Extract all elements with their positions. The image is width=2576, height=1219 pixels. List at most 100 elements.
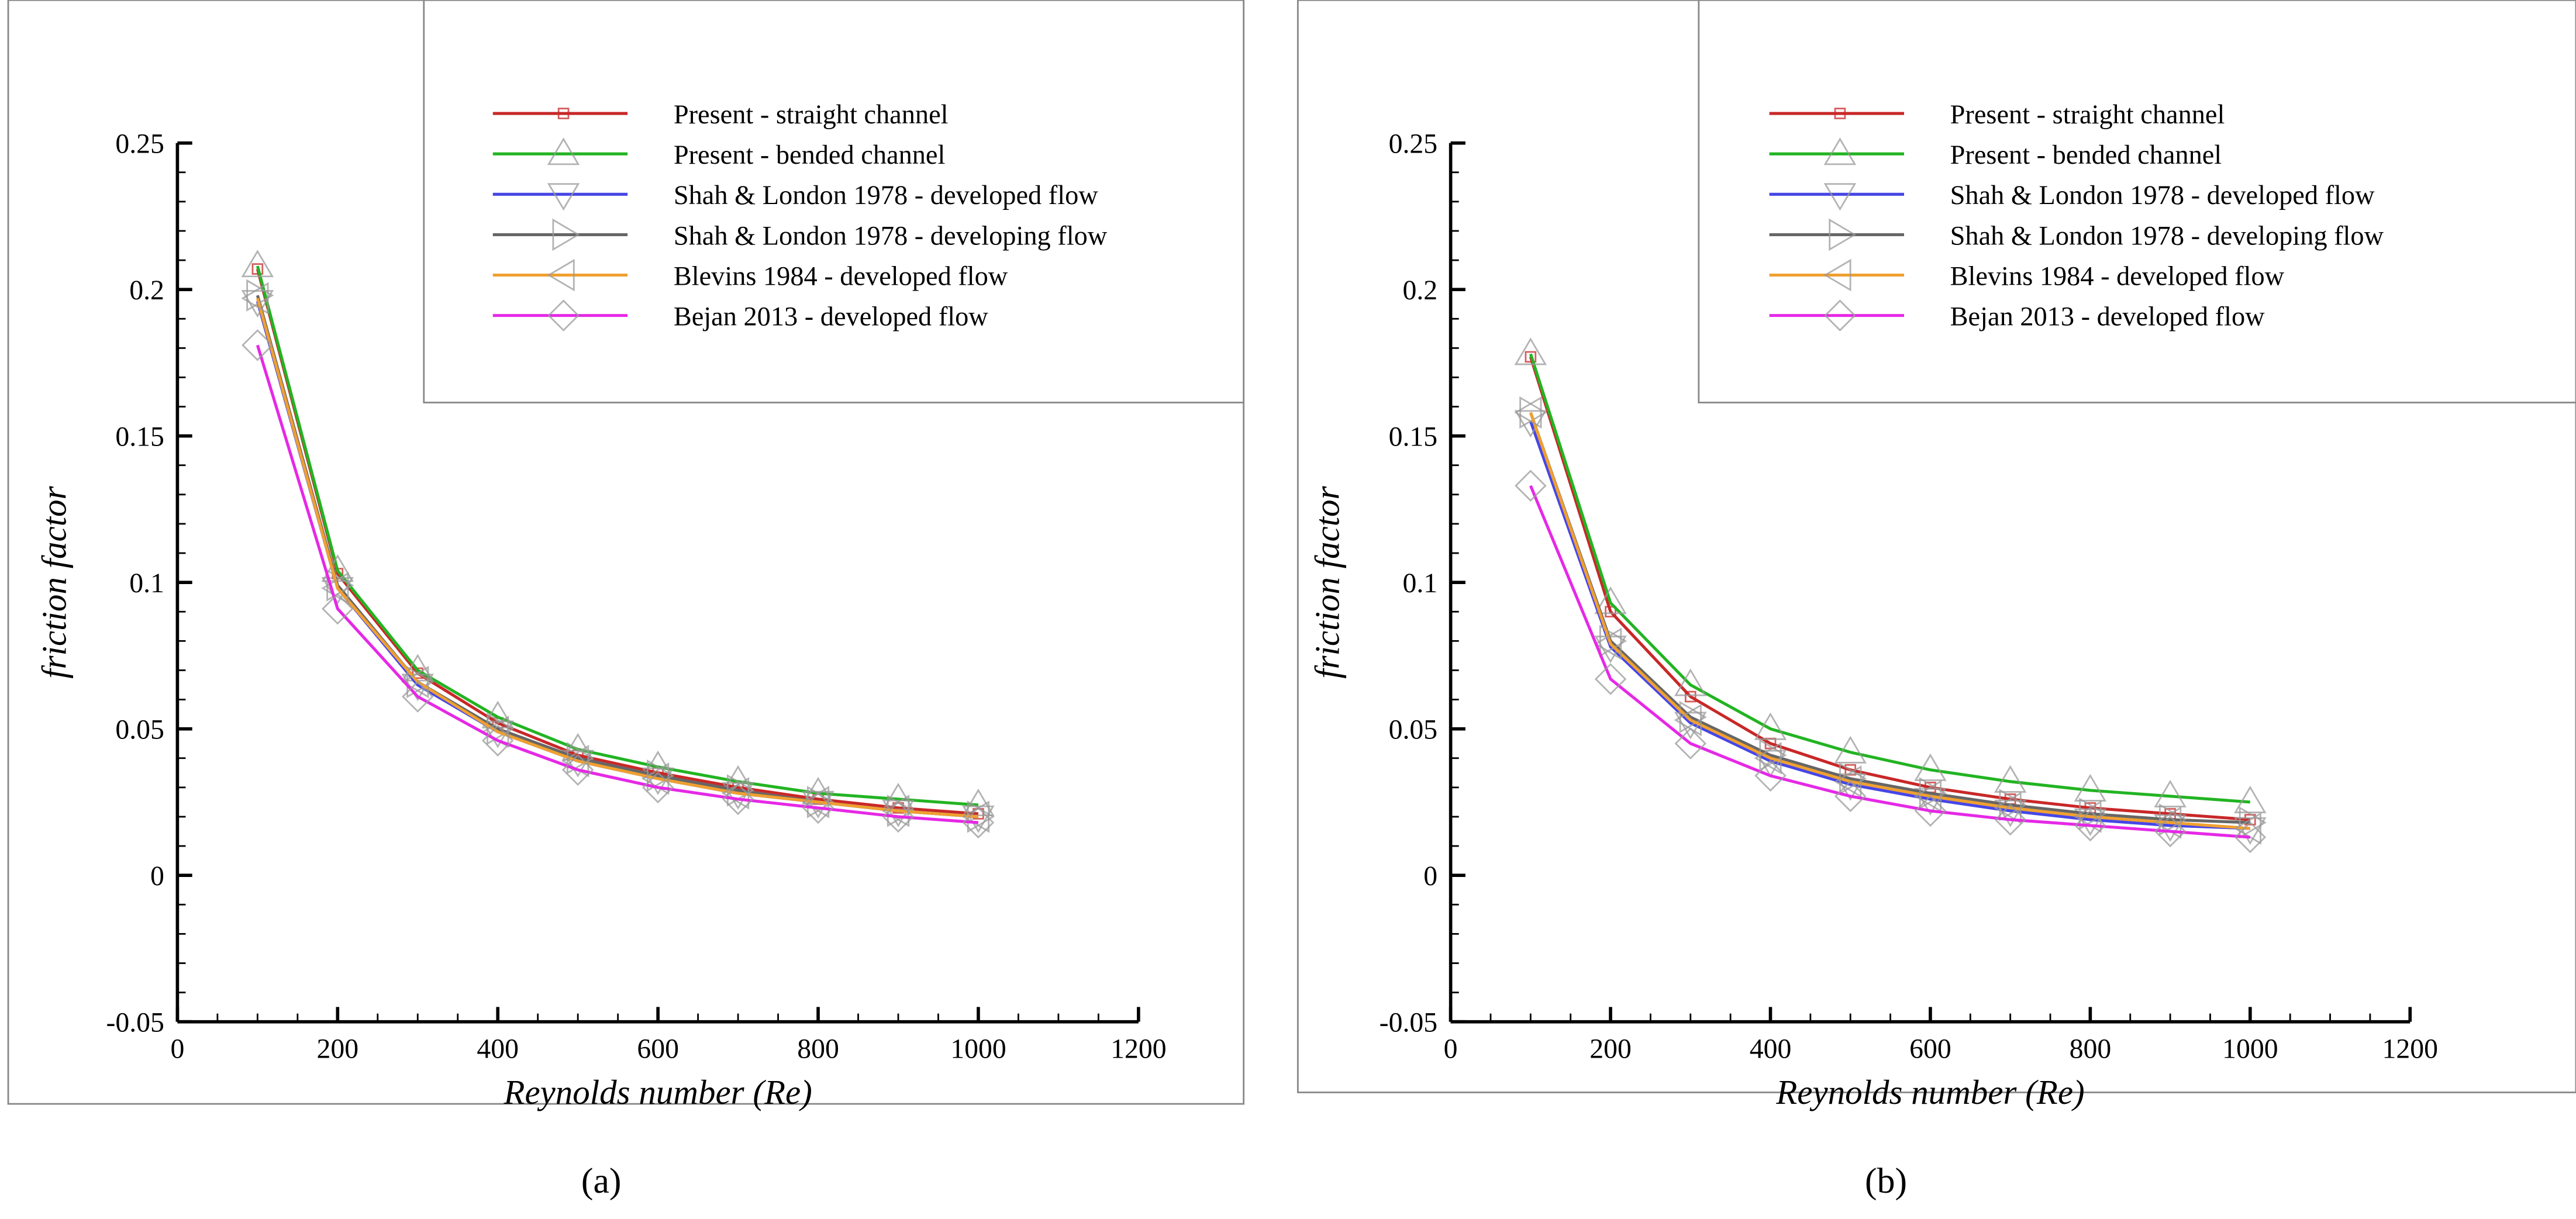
legend-marker	[1823, 137, 1857, 165]
legend-entry: Blevins 1984 - developed flow	[1950, 261, 2285, 291]
data-point-marker	[251, 263, 264, 275]
x-tick-label: 0	[170, 1033, 184, 1064]
series-present-bended-channel	[1514, 337, 2267, 813]
series-line	[256, 268, 979, 816]
series-line	[1529, 412, 2250, 824]
data-point-marker	[241, 250, 274, 278]
x-tick-label: 800	[797, 1033, 839, 1064]
legend: Present - straight channel Present - bend…	[1698, 0, 2576, 403]
data-point-marker	[1514, 410, 1547, 438]
x-tick-label: 400	[1750, 1033, 1792, 1064]
data-point-marker	[1674, 703, 1702, 737]
legend-entry: Bejan 2013 - developed flow	[1950, 302, 2265, 331]
data-point-marker	[1594, 663, 1627, 695]
data-point-marker	[2234, 785, 2267, 813]
y-tick-label: 0.05	[115, 714, 164, 745]
data-point-marker	[1914, 753, 1947, 781]
series-blevins-1984-developed-flow	[1514, 396, 2261, 845]
legend-marker	[557, 108, 570, 119]
data-point-marker	[1674, 668, 1707, 696]
y-tick-label: -0.05	[106, 1007, 164, 1038]
series-line	[1529, 353, 2251, 804]
legend-entry: Blevins 1984 - developed flow	[674, 261, 1008, 291]
data-point-marker	[1994, 803, 2026, 836]
data-point-marker	[2074, 809, 2106, 842]
data-point-marker	[1994, 765, 2027, 793]
data-point-marker	[722, 783, 754, 816]
data-point-marker	[1834, 735, 1867, 764]
x-tick-label: 1000	[2222, 1033, 2278, 1064]
legend-marker	[547, 299, 580, 331]
data-point-marker	[2154, 815, 2187, 848]
y-tick-label: 0.15	[115, 422, 164, 453]
data-point-marker	[2154, 779, 2187, 807]
x-tick-label: 400	[477, 1033, 519, 1064]
legend-entry: Present - bended channel	[674, 140, 946, 170]
caption-a: (a)	[581, 1161, 622, 1201]
data-point-marker	[481, 724, 514, 757]
series-line	[256, 298, 979, 819]
data-point-marker	[1514, 337, 1547, 365]
series-line	[1529, 485, 2251, 839]
data-point-marker	[2234, 821, 2267, 854]
data-point-marker	[2239, 806, 2267, 839]
series-line	[256, 265, 979, 807]
data-point-marker	[1754, 742, 1782, 775]
legend-marker	[547, 137, 580, 165]
x-axis-label: Reynolds number (Re)	[503, 1073, 812, 1111]
legend-entry: Bejan 2013 - developed flow	[674, 302, 988, 331]
x-tick-label: 600	[637, 1033, 679, 1064]
y-tick-label: 0.1	[1402, 568, 1437, 599]
y-tick-label: 0.25	[115, 129, 164, 160]
x-tick-label: 800	[2070, 1033, 2112, 1064]
data-point-marker	[401, 665, 429, 699]
data-point-marker	[962, 806, 995, 839]
y-tick-label: 0.15	[1389, 422, 1438, 453]
y-axis-label: friction factor	[35, 485, 73, 678]
data-point-marker	[1684, 690, 1696, 703]
x-tick-label: 1200	[2382, 1033, 2439, 1064]
legend-entry: Present - bended channel	[1950, 140, 2222, 170]
data-point-marker	[1525, 351, 1537, 363]
x-tick-label: 200	[1589, 1033, 1632, 1064]
legend-marker	[1823, 258, 1851, 292]
data-point-marker	[1514, 396, 1542, 429]
data-point-marker	[802, 792, 834, 824]
x-axis-label: Reynolds number (Re)	[1775, 1073, 2084, 1111]
data-point-marker	[1754, 712, 1787, 740]
y-tick-label: 0	[150, 861, 164, 892]
data-point-marker	[882, 799, 915, 827]
caption-b: (b)	[1865, 1161, 1907, 1201]
legend-entry: Present - straight channel	[674, 100, 949, 130]
y-tick-label: 0	[1423, 861, 1437, 892]
data-point-marker	[1994, 792, 2022, 824]
legend-marker	[547, 183, 580, 211]
data-point-marker	[962, 805, 995, 833]
data-point-marker	[1674, 727, 1707, 759]
series-line	[256, 344, 979, 824]
y-tick-label: 0.2	[129, 275, 164, 306]
series-line	[1529, 356, 2251, 821]
data-point-marker	[1913, 780, 1942, 813]
series-line	[1529, 420, 2250, 830]
series-line	[1529, 412, 2251, 830]
data-point-marker	[401, 681, 434, 713]
data-point-marker	[2074, 773, 2107, 802]
legend-entry: Present - straight channel	[1950, 100, 2225, 130]
legend-box	[423, 0, 1245, 403]
data-point-marker	[642, 771, 674, 804]
data-point-marker	[1594, 627, 1622, 661]
y-tick-label: 0.25	[1389, 129, 1438, 160]
data-point-marker	[561, 754, 594, 786]
series-bejan-2013-developed-flow	[242, 329, 995, 839]
data-point-marker	[242, 329, 274, 361]
data-point-marker	[1605, 606, 1616, 618]
y-axis-label: friction factor	[1308, 485, 1347, 678]
data-point-marker	[406, 665, 434, 699]
legend-marker	[547, 258, 575, 292]
data-point-marker	[241, 282, 269, 315]
